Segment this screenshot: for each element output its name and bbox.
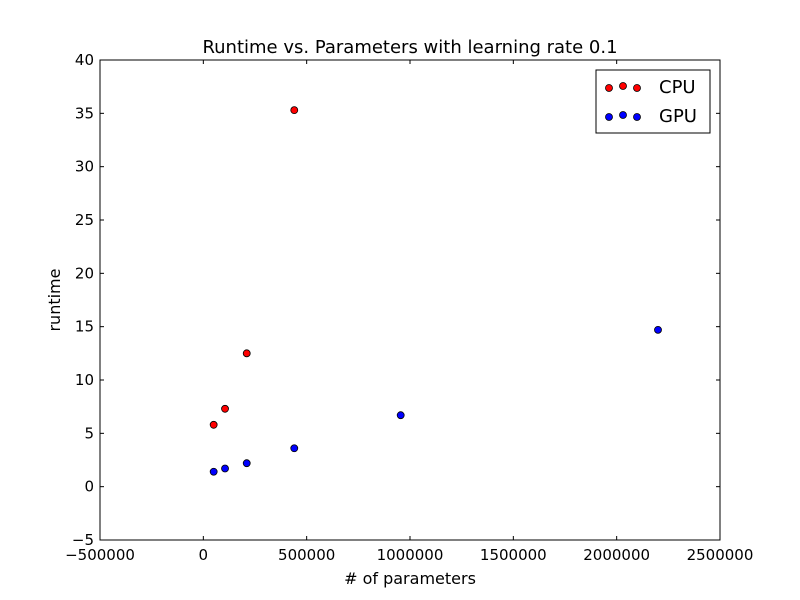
y-tick-label: 10 <box>75 371 94 389</box>
gpu-point <box>221 464 229 473</box>
cpu-point <box>209 420 218 429</box>
y-axis-label: runtime <box>45 268 64 331</box>
chart-title: Runtime vs. Parameters with learning rat… <box>202 37 617 58</box>
ticks-layer: −500000 0 500000 1000000 1500000 2000000 25000… <box>65 51 753 564</box>
x-tick-label: 2000000 <box>583 546 650 564</box>
x-tick-label: −500000 <box>65 546 135 564</box>
cpu-point <box>221 404 229 413</box>
gpu-point <box>242 459 251 468</box>
gpu-point <box>209 467 218 476</box>
x-axis-label: # of parameters <box>344 569 476 588</box>
legend-items: CPU GPU <box>605 77 697 127</box>
legend-label-gpu: GPU <box>659 106 697 127</box>
gpu-point <box>396 411 405 420</box>
legend: CPU GPU <box>595 69 711 134</box>
legend-box <box>595 69 711 134</box>
legend-gpu-marker <box>605 113 613 121</box>
gpu-point <box>290 444 299 453</box>
y-tick-label: 40 <box>75 51 94 69</box>
x-tick-label: 500000 <box>278 546 335 564</box>
legend-label-cpu: CPU <box>659 77 696 98</box>
legend-cpu-marker <box>605 84 613 92</box>
y-tick-label: 30 <box>75 158 94 176</box>
x-tick-label: 1000000 <box>377 546 444 564</box>
legend-cpu-marker <box>619 82 627 90</box>
y-tick-label: 5 <box>84 424 94 442</box>
legend-gpu-marker <box>633 113 641 121</box>
y-tick-label: 35 <box>75 104 94 122</box>
cpu-point <box>290 106 299 115</box>
plot-frame <box>99 59 721 541</box>
y-tick-label: 15 <box>75 318 94 336</box>
y-tick-label: 0 <box>84 478 94 496</box>
y-tick-label: −5 <box>72 531 94 549</box>
legend-cpu-marker <box>633 84 641 92</box>
points-layer <box>209 106 662 476</box>
x-tick-label: 0 <box>199 546 209 564</box>
cpu-point <box>242 349 251 358</box>
x-tick-label: 1500000 <box>480 546 547 564</box>
y-tick-label: 20 <box>75 264 94 282</box>
y-tick-label: 25 <box>75 211 94 229</box>
x-tick-label: 2500000 <box>687 546 754 564</box>
gpu-point <box>654 325 662 334</box>
legend-gpu-marker <box>619 111 627 119</box>
